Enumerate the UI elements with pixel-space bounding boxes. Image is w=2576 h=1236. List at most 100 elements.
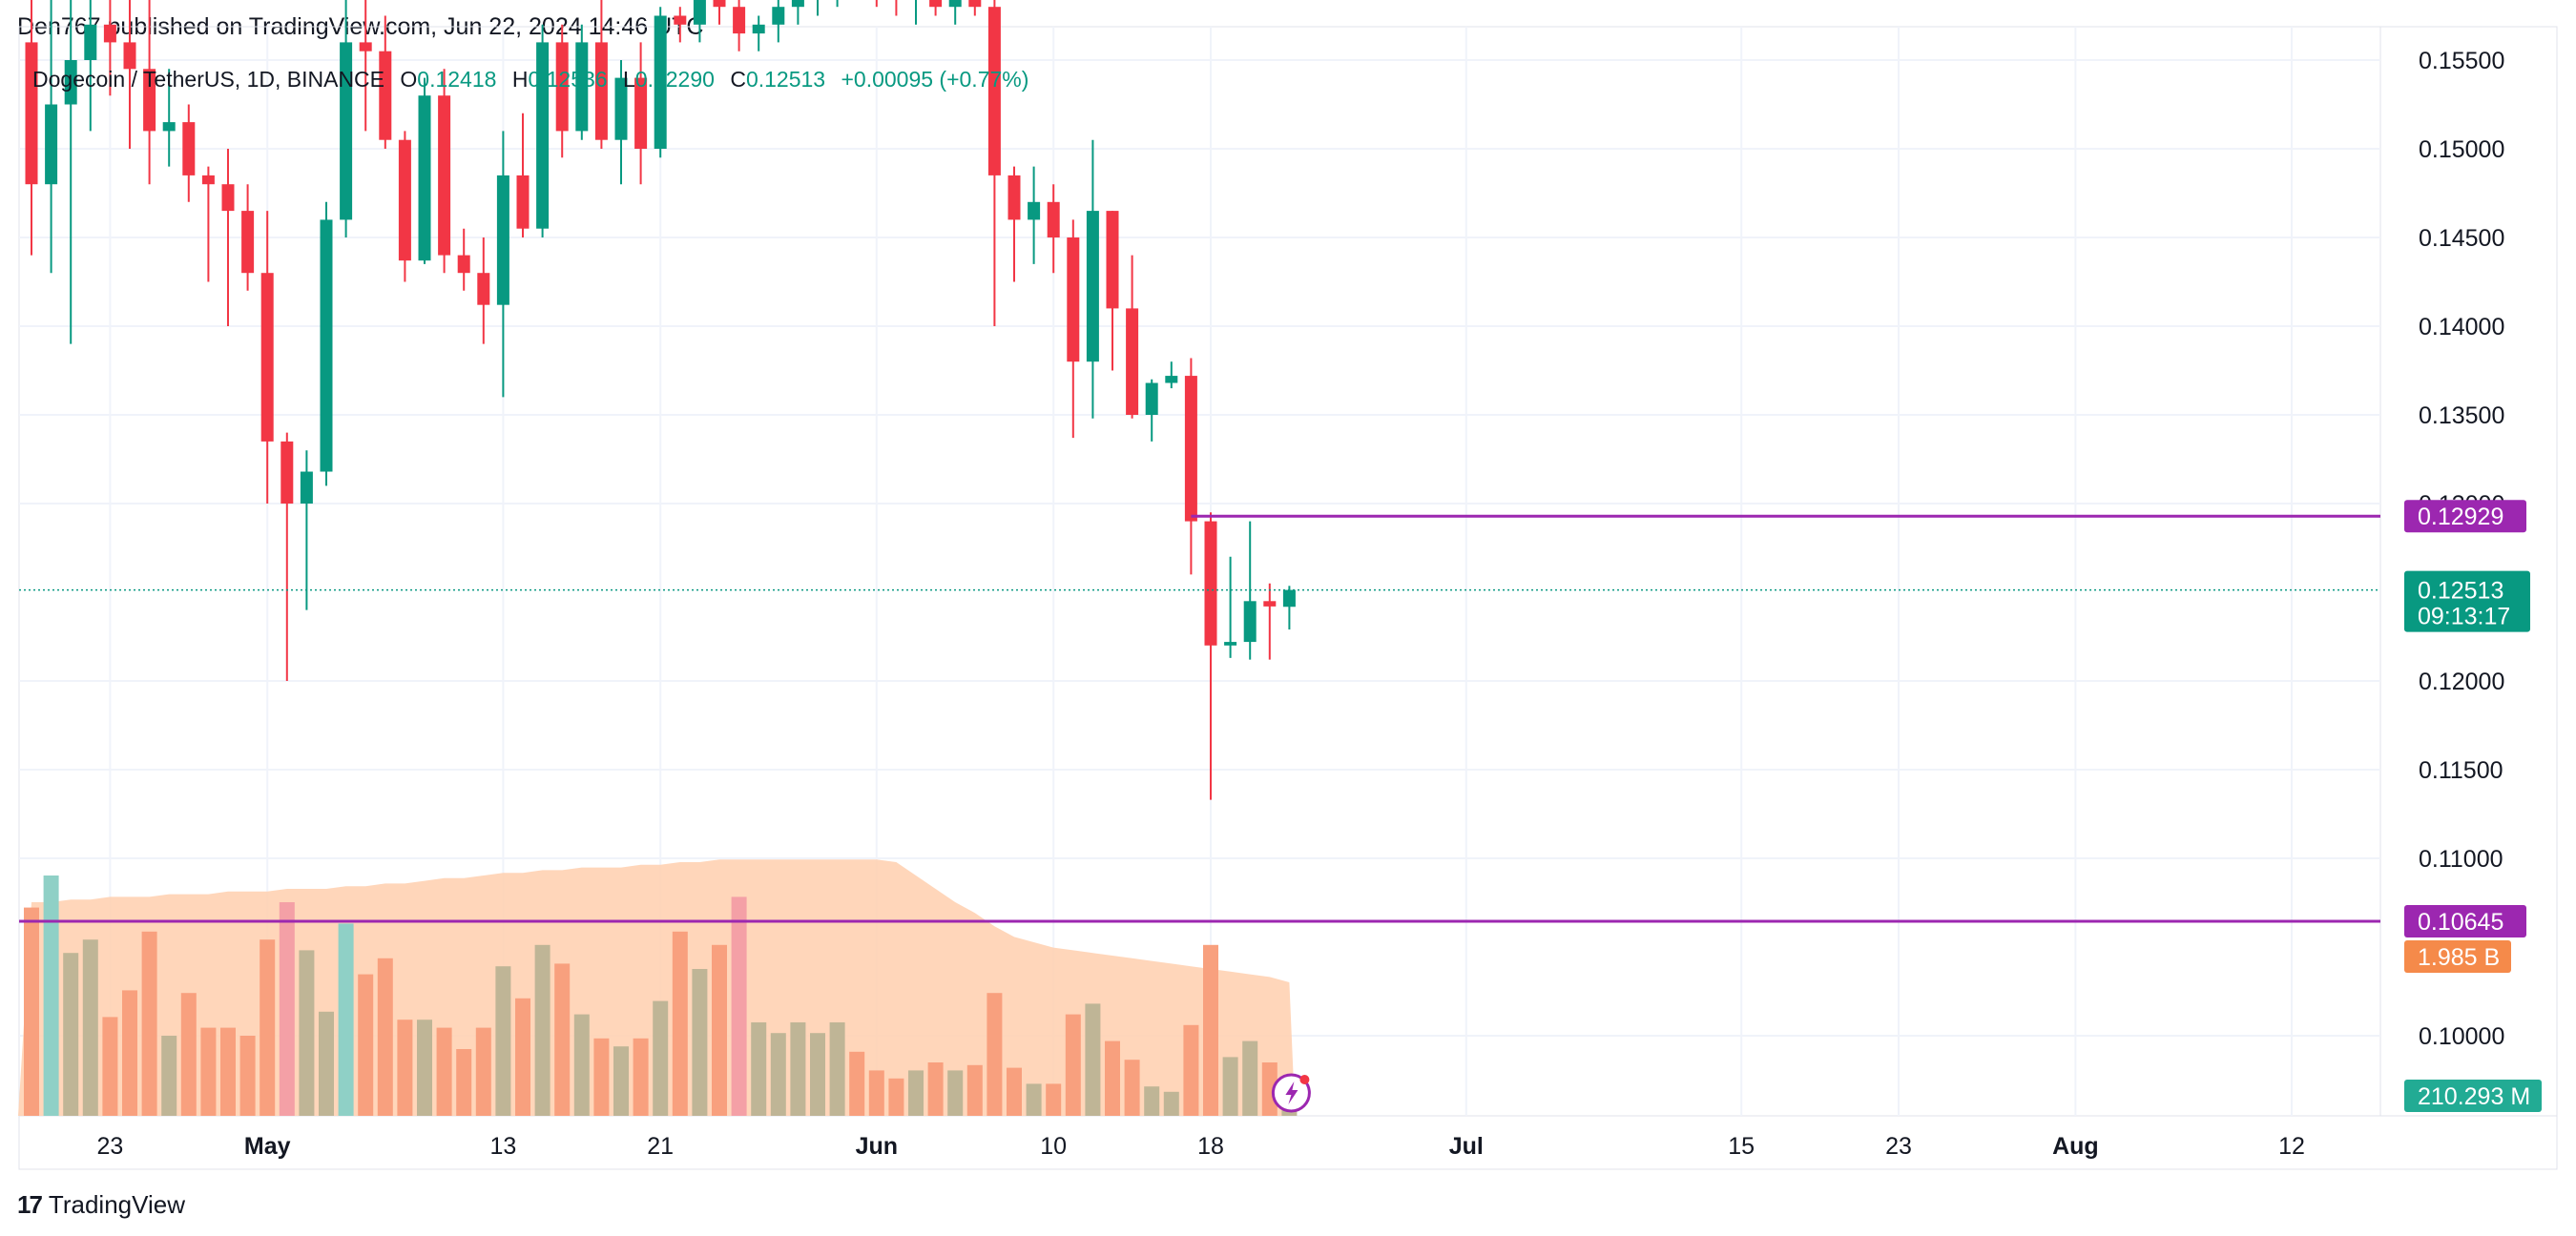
candle-body: [693, 0, 706, 25]
volume-bar: [672, 931, 688, 1116]
volume-bar: [24, 907, 39, 1116]
volume-bar: [554, 963, 571, 1116]
candle-body: [143, 69, 156, 132]
candle-body: [1282, 589, 1296, 608]
volume-bar: [633, 1038, 649, 1116]
volume-bar: [417, 1020, 432, 1116]
volume-bar: [338, 923, 354, 1116]
price-tick-label: 0.15500: [2419, 48, 2504, 74]
volume-bar: [358, 974, 374, 1116]
volume-bar: [456, 1049, 472, 1116]
candle-body: [614, 77, 628, 140]
price-tick-label: 0.11000: [2419, 846, 2503, 873]
volume-bar: [436, 1027, 452, 1116]
volume-bar: [1105, 1040, 1120, 1116]
candle-body: [398, 139, 411, 261]
candle-body: [1165, 376, 1178, 383]
volume-bar: [1261, 1062, 1278, 1116]
candle-body: [987, 7, 1001, 175]
candle-body: [634, 77, 648, 149]
candle-body: [1126, 308, 1139, 415]
volume-bar: [377, 958, 393, 1116]
lightning-bolt-icon: [1285, 1082, 1298, 1104]
volume-ma-layer: [18, 859, 1296, 1116]
volume-bar: [141, 931, 157, 1116]
volume-bar: [751, 1022, 767, 1116]
candle-body: [516, 175, 530, 229]
support-price-label: 0.10645: [2418, 909, 2503, 936]
candle-body: [25, 42, 38, 185]
candle-body: [418, 95, 431, 261]
resistance-price-label: 0.12929: [2418, 504, 2503, 530]
volume-bar: [260, 939, 276, 1116]
volume-bar: [1124, 1060, 1140, 1116]
volume-bar: [653, 1000, 669, 1116]
tradingview-logo-icon: 17: [17, 1190, 43, 1219]
candle-body: [103, 24, 116, 43]
volume-label-bg: [2404, 940, 2511, 974]
candle-body: [772, 7, 785, 25]
candle-body: [1067, 237, 1080, 362]
candle-body: [438, 95, 451, 256]
candle-body: [162, 122, 176, 132]
time-tick-label: 18: [1197, 1133, 1224, 1160]
last-price-label: 0.12513: [2418, 578, 2503, 605]
candle-body: [45, 104, 58, 185]
candle-body: [359, 42, 372, 52]
candle-body: [791, 0, 804, 8]
legend-high-label: H: [511, 67, 529, 92]
resistance-price-label-bg: [2404, 500, 2526, 533]
candle-body: [300, 471, 313, 504]
volume-bar: [122, 990, 137, 1116]
last-price-label-bg: [2404, 570, 2530, 632]
time-tick-label: 10: [1040, 1133, 1067, 1160]
volume-bar: [731, 896, 747, 1116]
candle-body: [1184, 376, 1197, 522]
candle-body: [64, 60, 77, 105]
price-tick-label: 0.13500: [2419, 402, 2504, 429]
footer-brand[interactable]: 17 TradingView: [17, 1190, 185, 1220]
volume-bar: [1222, 1057, 1238, 1116]
volume-bar: [692, 969, 708, 1116]
candle-body: [968, 0, 982, 8]
volume-bar: [712, 944, 727, 1116]
volume-bar: [987, 993, 1003, 1116]
volume-bar: [319, 1011, 334, 1116]
alert-dot-icon: [1299, 1075, 1310, 1084]
candle-body: [201, 175, 215, 185]
candle-body: [594, 42, 608, 140]
volume-bar: [239, 1036, 256, 1116]
price-tick-label: 0.15000: [2419, 136, 2504, 163]
time-tick-label: May: [244, 1133, 291, 1160]
candle-body: [1028, 201, 1041, 220]
legend-high-value: 0.12536: [528, 67, 608, 92]
time-tick-label: 13: [489, 1133, 516, 1160]
candle-body: [1145, 382, 1158, 415]
volume-bar: [397, 1020, 413, 1116]
candle-body: [260, 273, 274, 442]
volume-bar: [790, 1022, 806, 1116]
legend-open-value: 0.12418: [417, 67, 497, 92]
volume-bar: [1183, 1024, 1199, 1116]
volume-bar: [849, 1051, 865, 1116]
price-tick-label: 0.14000: [2419, 314, 2504, 340]
volume-bar: [1242, 1040, 1258, 1116]
volume-bar: [279, 902, 295, 1116]
volume-bar: [573, 1014, 590, 1116]
candle-body: [1204, 521, 1217, 646]
candle-body: [123, 42, 136, 70]
candle-body: [1106, 211, 1119, 309]
volume-bar: [868, 1070, 884, 1116]
volume-bar: [810, 1033, 825, 1116]
legend-change: +0.00095 (+0.77%): [841, 67, 1029, 92]
time-tick-label: Jun: [856, 1133, 898, 1160]
volume-bar: [1065, 1014, 1081, 1116]
price-tick-label: 0.11500: [2419, 757, 2503, 784]
volume-bar: [1046, 1083, 1062, 1116]
candle-body: [182, 122, 196, 175]
legend-low-value: 0.12290: [634, 67, 715, 92]
candle-body: [1047, 201, 1060, 237]
candle-body: [713, 0, 726, 8]
